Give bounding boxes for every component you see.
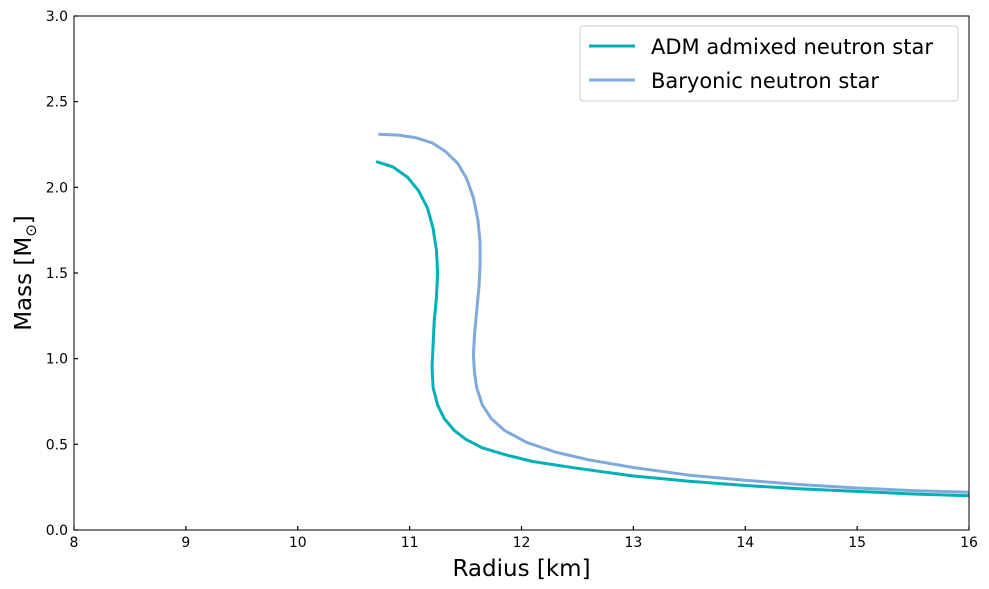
y-tick-label: 3.0	[46, 9, 68, 25]
x-tick-label: 12	[513, 535, 531, 551]
y-tick-label: 1.0	[46, 352, 68, 368]
legend-label-adm: ADM admixed neutron star	[651, 35, 933, 59]
y-tick-label: 1.5	[46, 266, 68, 282]
legend-box	[579, 25, 959, 102]
x-tick-label: 13	[624, 535, 642, 551]
series-layer	[375, 132, 970, 498]
x-tick-label: 11	[401, 535, 419, 551]
y-tick-label: 0.0	[46, 523, 68, 539]
y-tick-label: 2.5	[46, 95, 68, 111]
x-axis-title: Radius [km]	[452, 556, 590, 582]
x-tick-label: 15	[848, 535, 866, 551]
x-axis-ticks: 8 9 10 11 12 13 14 15 16	[70, 526, 978, 551]
legend: ADM admixed neutron star Baryonic neutro…	[579, 25, 959, 102]
y-tick-label: 0.5	[46, 437, 68, 453]
y-axis-ticks: 0.0 0.5 1.0 1.5 2.0 2.5 3.0	[46, 9, 78, 539]
x-tick-label: 14	[736, 535, 754, 551]
x-tick-label: 9	[181, 535, 190, 551]
x-tick-label: 16	[960, 535, 978, 551]
y-tick-label: 2.0	[46, 180, 68, 196]
x-tick-label: 8	[70, 535, 79, 551]
y-axis-title: Mass [M⊙]	[11, 215, 40, 331]
y-axis-title-close: ]	[11, 215, 37, 224]
y-axis-title-solar-symbol: ⊙	[22, 224, 40, 237]
y-axis-title-text: Mass [M	[11, 237, 37, 331]
x-tick-label: 10	[289, 535, 307, 551]
series-line-baryonic	[378, 132, 970, 494]
legend-label-baryonic: Baryonic neutron star	[651, 69, 879, 93]
series-line-adm	[375, 160, 970, 498]
